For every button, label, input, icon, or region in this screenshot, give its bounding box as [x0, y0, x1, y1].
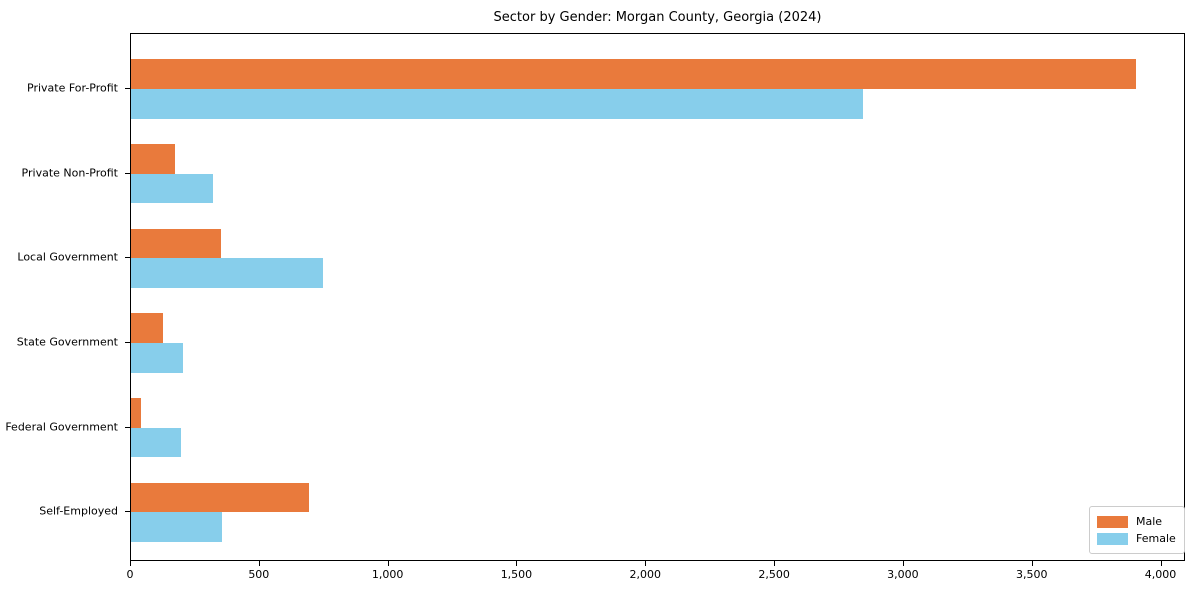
y-tick — [125, 511, 130, 513]
y-category-label-self-employed: Self-Employed — [39, 504, 118, 518]
bar-female-private-non-profit — [131, 173, 214, 204]
y-category-label-federal-government: Federal Government — [5, 420, 118, 434]
x-tick — [516, 561, 518, 566]
legend-swatch-male — [1097, 515, 1128, 528]
x-tick-label: 1,000 — [371, 568, 404, 581]
bar-male-self-employed — [131, 482, 309, 513]
bar-male-private-for-profit — [131, 59, 1136, 89]
bar-male-state-government — [131, 313, 164, 344]
x-tick — [902, 561, 904, 566]
legend: Male Female — [1089, 506, 1185, 554]
legend-item-female: Female — [1097, 530, 1176, 547]
bar-female-local-government — [131, 258, 323, 289]
legend-swatch-female — [1097, 532, 1128, 545]
x-tick — [645, 561, 647, 566]
x-tick-label: 500 — [248, 568, 270, 581]
x-tick — [387, 561, 389, 566]
y-category-label-local-government: Local Government — [17, 250, 118, 264]
bar-female-state-government — [131, 343, 183, 373]
x-tick — [1031, 561, 1033, 566]
y-category-label-private-for-profit: Private For-Profit — [27, 81, 118, 95]
x-tick-label: 2,500 — [758, 568, 790, 581]
x-tick — [258, 561, 260, 566]
x-tick — [1160, 561, 1162, 566]
bar-male-local-government — [131, 228, 222, 259]
y-category-label-private-non-profit: Private Non-Profit — [21, 166, 118, 180]
x-tick-label: 3,500 — [1015, 568, 1048, 581]
bar-male-federal-government — [131, 398, 142, 428]
legend-item-male: Male — [1097, 513, 1176, 530]
legend-label: Female — [1136, 532, 1176, 545]
y-tick — [125, 172, 130, 174]
y-tick — [125, 342, 130, 344]
y-tick — [125, 257, 130, 259]
legend-label: Male — [1136, 515, 1163, 528]
x-tick-label: 2,000 — [629, 568, 662, 581]
x-tick-label: 3,000 — [887, 568, 919, 581]
x-tick-label: 4,000 — [1144, 568, 1177, 581]
bar-male-private-non-profit — [131, 144, 175, 174]
y-category-label-state-government: State Government — [16, 335, 118, 349]
x-tick-label: 0 — [126, 568, 134, 581]
bar-female-federal-government — [131, 427, 182, 458]
plot-area — [130, 33, 1185, 561]
bar-female-private-for-profit — [131, 89, 863, 119]
x-tick — [774, 561, 776, 566]
x-tick-label: 1,500 — [500, 568, 533, 581]
x-tick — [130, 561, 131, 566]
bar-female-self-employed — [131, 512, 223, 543]
chart-title: Sector by Gender: Morgan County, Georgia… — [493, 10, 822, 25]
y-tick — [125, 426, 130, 428]
y-tick — [125, 88, 130, 89]
